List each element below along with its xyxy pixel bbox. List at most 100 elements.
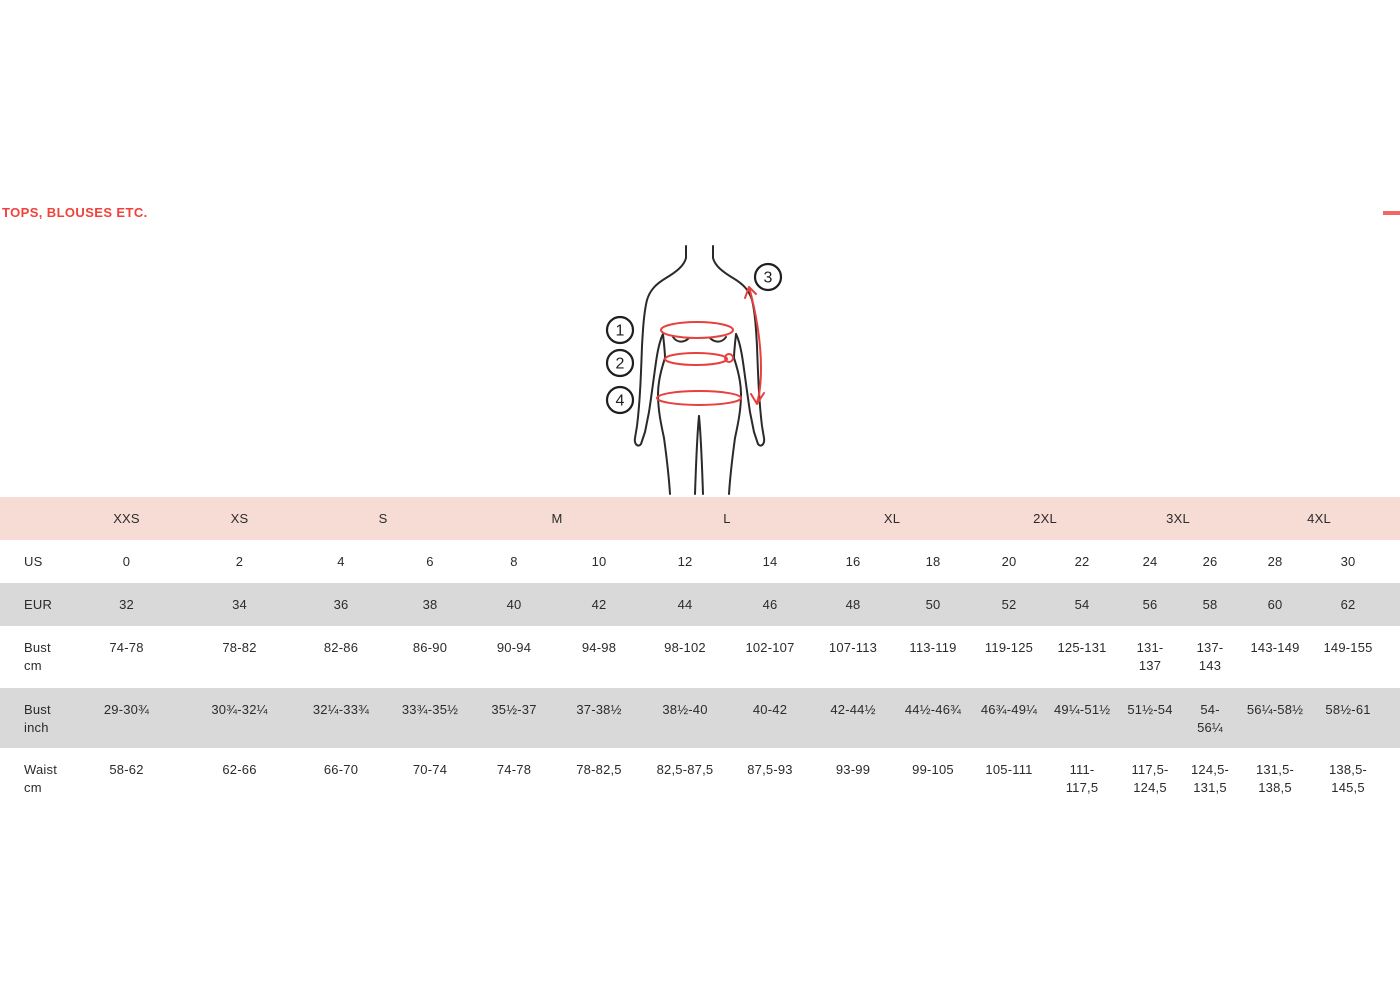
size-value: 2 xyxy=(235,554,244,569)
size-value: 10 xyxy=(591,554,607,569)
bust-curve-right xyxy=(709,336,727,343)
size-table: XXS XS S M L XL 2XL 3XL 4XL US 0 2 4 6 8 10 12 14 16 18 20 2… xyxy=(0,497,1400,812)
size-value: 24 xyxy=(1142,554,1158,569)
size-value: 44½-46¾ xyxy=(904,702,962,717)
size-value: 86-90 xyxy=(412,640,448,655)
size-value: 22 xyxy=(1074,554,1090,569)
size-value: 20 xyxy=(1001,554,1017,569)
size-value: 143-149 xyxy=(1250,640,1300,655)
size-value: 70-74 xyxy=(412,762,448,777)
size-value: 6 xyxy=(426,554,434,569)
marker-circle-4 xyxy=(605,385,635,415)
size-value: 50 xyxy=(925,597,941,612)
size-value: 58-62 xyxy=(109,762,144,777)
size-value: 58½-61 xyxy=(1325,702,1371,717)
size-value: 62-66 xyxy=(222,762,257,777)
size-value: 66-70 xyxy=(323,762,359,777)
size-value: 105-111 xyxy=(985,762,1033,777)
size-value: 56¼-58½ xyxy=(1246,702,1304,717)
table-row: Bust cm 74-78 78-82 82-86 86-90 90-94 94-98 98-1… xyxy=(0,626,1400,688)
page-title: TOPS, BLOUSES ETC. xyxy=(2,205,148,220)
sleeve-arrow-line xyxy=(748,286,762,404)
size-value: 40-42 xyxy=(752,702,788,717)
size-value: 48 xyxy=(845,597,861,612)
size-value: 30¾-32¼ xyxy=(211,702,268,717)
bust-measure-line xyxy=(660,321,734,339)
size-value: 30 xyxy=(1340,554,1356,569)
size-value: 58 xyxy=(1202,597,1218,612)
size-value: 8 xyxy=(510,554,518,569)
row-label: EUR xyxy=(24,597,53,612)
size-value: 32 xyxy=(119,597,134,612)
waist-measure-line xyxy=(664,352,728,366)
size-group-3xl: 3XL xyxy=(1166,511,1190,526)
marker-label-1: 1 xyxy=(616,323,625,340)
size-value: 38 xyxy=(422,597,438,612)
size-value: 125-131 xyxy=(1057,640,1107,655)
size-value: 54-56¼ xyxy=(1197,702,1223,735)
size-table-body: US 0 2 4 6 8 10 12 14 16 18 20 22 24 26 28 30 EUR 32 34 36 38… xyxy=(0,540,1400,812)
size-value: 82-86 xyxy=(323,640,359,655)
size-value: 35½-37 xyxy=(491,702,537,717)
size-value: 111-117,5 xyxy=(1065,762,1099,795)
marker-label-3: 3 xyxy=(764,270,773,287)
marker-circle-1 xyxy=(605,315,635,345)
size-group-xxs: XXS xyxy=(113,511,140,526)
inner-leg-right xyxy=(698,415,704,495)
size-value: 28 xyxy=(1267,554,1283,569)
size-value: 124,5-131,5 xyxy=(1190,762,1230,795)
size-value: 93-99 xyxy=(835,762,871,777)
size-value: 29-30¾ xyxy=(103,702,150,717)
size-value: 74-78 xyxy=(109,640,144,655)
size-value: 54 xyxy=(1074,597,1090,612)
size-value: 34 xyxy=(232,597,247,612)
size-value: 16 xyxy=(845,554,861,569)
size-value: 38½-40 xyxy=(662,702,708,717)
size-value: 119-125 xyxy=(984,640,1034,655)
marker-label-4: 4 xyxy=(616,393,625,410)
bust-curve-left xyxy=(672,336,690,343)
size-header-spacer xyxy=(0,497,68,540)
table-row: Bust inch 29-30¾ 30¾-32¼ 32¼-33¾ 33¾-35½ 35½-3… xyxy=(0,688,1400,748)
size-value: 18 xyxy=(925,554,941,569)
size-value: 138,5-145,5 xyxy=(1329,762,1368,795)
body-outline xyxy=(633,245,766,495)
size-value: 78-82 xyxy=(222,640,257,655)
size-value: 14 xyxy=(762,554,778,569)
size-value: 26 xyxy=(1202,554,1218,569)
size-value: 131,5-138,5 xyxy=(1256,762,1295,795)
size-value: 107-113 xyxy=(828,640,878,655)
size-value: 102-107 xyxy=(745,640,795,655)
size-value: 94-98 xyxy=(581,640,617,655)
size-value: 117,5-124,5 xyxy=(1131,762,1169,795)
size-value: 87,5-93 xyxy=(747,762,793,777)
table-row: Waist cm 58-62 62-66 66-70 70-74 74-78 78-82,5 8… xyxy=(0,748,1400,812)
body-measurement-diagram: 1 2 4 3 xyxy=(580,240,820,500)
size-value: 33¾-35½ xyxy=(401,702,459,717)
size-value: 74-78 xyxy=(496,762,532,777)
size-group-xs: XS xyxy=(230,511,249,526)
size-value: 49¼-51½ xyxy=(1054,702,1111,717)
size-value: 12 xyxy=(677,554,693,569)
size-value: 131-137 xyxy=(1136,640,1164,673)
marker-circle-3 xyxy=(753,262,783,292)
row-label: Bust inch xyxy=(24,702,51,735)
size-value: 51½-54 xyxy=(1127,702,1173,717)
size-value: 36 xyxy=(333,597,349,612)
body-diagram-svg: 1 2 4 3 xyxy=(605,245,783,495)
size-value: 37-38½ xyxy=(576,702,622,717)
size-group-s: S xyxy=(378,511,388,526)
size-value: 82,5-87,5 xyxy=(656,762,714,777)
size-value: 62 xyxy=(1340,597,1356,612)
scroll-indicator-dash xyxy=(1383,211,1400,215)
table-row: EUR 32 34 36 38 40 42 44 46 48 50 52 54 56 58 60 62 xyxy=(0,583,1400,626)
hip-measure-line xyxy=(656,390,742,406)
size-value: 52 xyxy=(1001,597,1017,612)
row-label: US xyxy=(24,554,43,569)
size-value: 40 xyxy=(506,597,522,612)
size-value: 46 xyxy=(762,597,778,612)
size-value: 137-143 xyxy=(1196,640,1224,673)
size-value: 78-82,5 xyxy=(576,762,622,777)
row-label: Waist cm xyxy=(24,762,58,795)
